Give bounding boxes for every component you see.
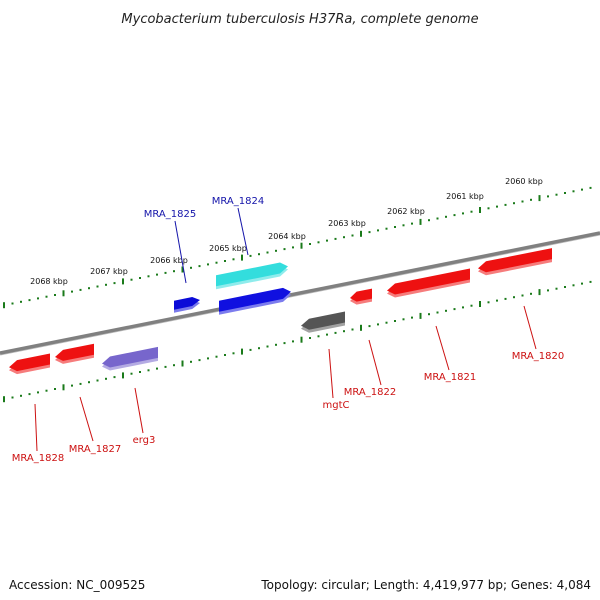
- scale-tick-label: 2065 kbp: [209, 244, 247, 253]
- gene-mgtc[interactable]: mgtC: [301, 311, 350, 412]
- gene-label: MRA_1827: [69, 444, 121, 455]
- scale-tick-label: 2064 kbp: [268, 232, 306, 241]
- gene-mra-1821[interactable]: MRA_1821: [387, 268, 476, 384]
- scale-tick-label: 2067 kbp: [90, 267, 128, 276]
- accession-text: Accession: NC_009525: [9, 578, 146, 592]
- genome-backbone: [0, 231, 600, 356]
- gene-label-leader: [237, 207, 249, 256]
- gene-mra-1827[interactable]: MRA_1827: [55, 343, 121, 455]
- gene-label-leader: [523, 305, 537, 350]
- gene-mra-1824[interactable]: MRA_1824: [212, 196, 291, 315]
- gene-mra-1820[interactable]: MRA_1820: [478, 248, 564, 362]
- gene-mra-1825[interactable]: MRA_1825: [144, 209, 200, 313]
- scale-tick-label: 2060 kbp: [505, 177, 543, 186]
- scale-tick-label: 2066 kbp: [150, 256, 188, 265]
- scale-tick-label: 2061 kbp: [446, 192, 484, 201]
- gene-label: MRA_1824: [212, 196, 264, 207]
- gene-label-leader: [328, 348, 334, 399]
- scale-layer: 2060 kbp 2061 kbp 2062 kbp 2063 kbp 2064 kbp…: [3, 177, 592, 403]
- map-title: Mycobacterium tuberculosis H37Ra, comple…: [121, 12, 478, 27]
- gene-mra-1828[interactable]: MRA_1828: [9, 353, 64, 465]
- gene-label: MRA_1828: [12, 453, 64, 464]
- gene-erg3[interactable]: erg3: [102, 346, 158, 446]
- gene-unlabeled[interactable]: [216, 262, 288, 290]
- genome-summary-text: Topology: circular; Length: 4,419,977 bp…: [261, 578, 591, 592]
- gene-label-leader: [34, 403, 38, 452]
- gene-label-leader: [174, 220, 187, 284]
- gene-label-leader: [134, 387, 144, 434]
- gene-label: MRA_1820: [512, 351, 564, 362]
- gene-label: mgtC: [323, 400, 350, 411]
- scale-tick-label: 2063 kbp: [328, 219, 366, 228]
- gene-label: MRA_1821: [424, 372, 476, 383]
- gene-label: MRA_1825: [144, 209, 196, 220]
- gene-label-leader: [435, 325, 450, 371]
- gene-label-leader: [368, 339, 382, 386]
- gene-label: MRA_1822: [344, 387, 396, 398]
- gene-layer: MRA_1825 MRA_1824 MRA_1820 MRA_1821 MRA_1822…: [9, 196, 564, 464]
- gene-mra-1822[interactable]: MRA_1822: [344, 288, 396, 398]
- scale-tick-label: 2062 kbp: [387, 207, 425, 216]
- gene-label: erg3: [133, 435, 156, 446]
- gene-label-leader: [79, 396, 94, 442]
- scale-tick-label: 2068 kbp: [30, 277, 68, 286]
